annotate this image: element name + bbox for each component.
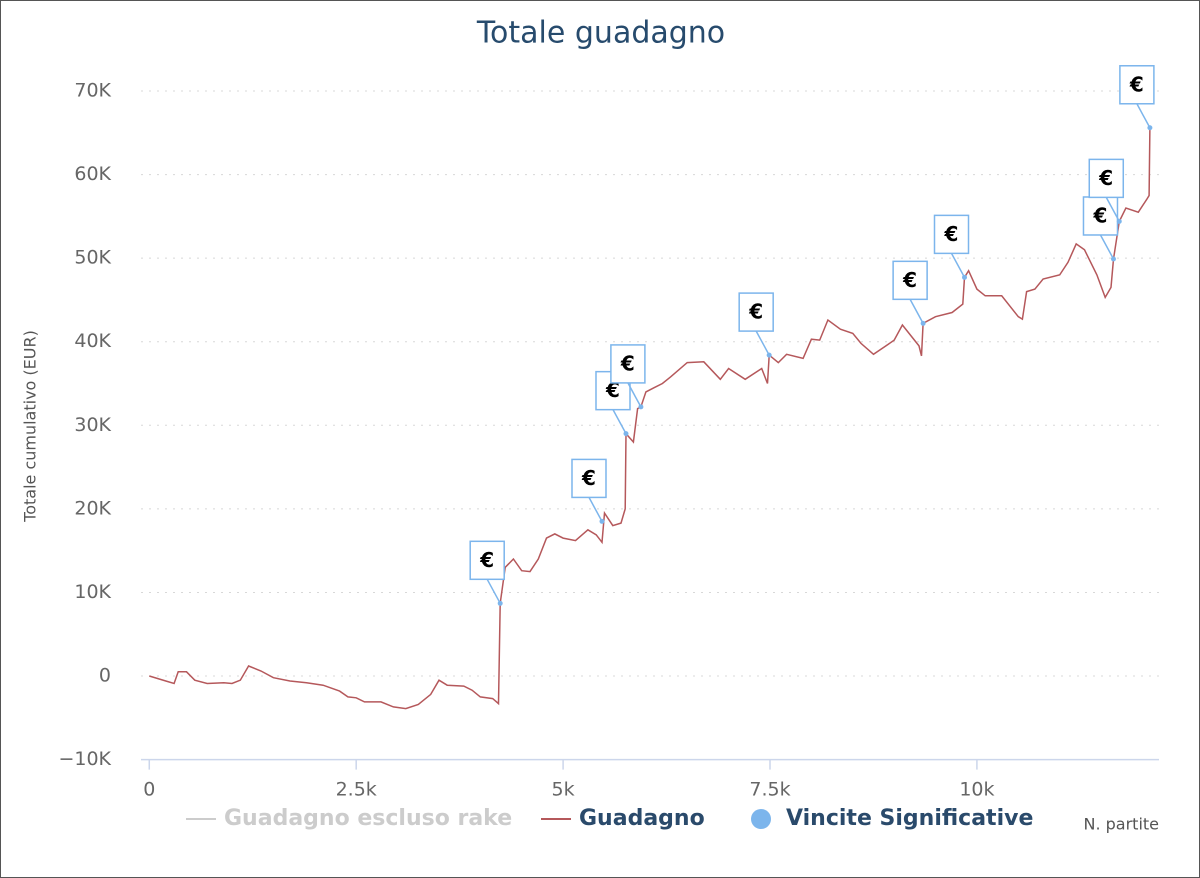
point (497, 600, 503, 606)
flag-label: € (748, 300, 763, 324)
x-tick-label: 10k (959, 779, 994, 801)
y-tick-label: 0 (99, 665, 111, 687)
flag-label: € (479, 548, 494, 572)
flag: € (933, 214, 970, 280)
flag-box (1088, 158, 1125, 199)
flag: € (738, 292, 774, 358)
flag-box (933, 214, 970, 255)
x-tick-label: 7.5k (749, 779, 790, 801)
y-axis-title: Totale cumulativo (EUR) (21, 330, 40, 523)
flag-connector (612, 409, 627, 435)
point (638, 404, 644, 410)
flag: € (1088, 158, 1125, 224)
y-tick-label: 60K (74, 163, 111, 185)
point (1110, 256, 1116, 262)
flag-label: € (1098, 166, 1113, 190)
flag-box (610, 344, 646, 384)
flag: € (571, 458, 607, 524)
flag-box (469, 540, 505, 581)
flag-label: € (605, 378, 620, 402)
flag-box (1082, 196, 1119, 236)
flag-connector (909, 298, 924, 324)
flag: € (1119, 65, 1155, 131)
flag: € (892, 260, 928, 326)
y-tick-label: 40K (74, 330, 111, 352)
y-tick-label: 70K (74, 80, 111, 102)
flag-connector (486, 578, 501, 604)
point (1147, 125, 1153, 131)
flag-box (738, 292, 774, 332)
y-tick-label: 10K (74, 581, 111, 603)
point (1116, 218, 1122, 224)
y-tick-label: 20K (74, 497, 111, 519)
point (962, 274, 968, 280)
x-tick-label: 2.5k (336, 779, 377, 801)
data-line (149, 127, 1151, 710)
flag-label: € (944, 222, 959, 246)
y-tick-label: −10K (58, 748, 111, 770)
flag-connector (627, 382, 642, 408)
flag-box (571, 458, 607, 499)
point (599, 518, 605, 524)
flag-box (892, 260, 928, 301)
flag-label: € (1093, 203, 1108, 227)
x-tick-label: 0 (143, 779, 155, 801)
point (766, 352, 772, 358)
flag: € (469, 540, 505, 606)
chart-title: Totale guadagno (476, 16, 725, 51)
flag-label: € (1129, 72, 1144, 96)
flag-label: € (902, 268, 917, 292)
point (920, 320, 926, 326)
flag-connector (950, 253, 966, 278)
flag-connector (1099, 234, 1115, 260)
flag-connector (1136, 103, 1151, 129)
flag: € (610, 344, 646, 410)
y-tick-label: 30K (74, 414, 111, 436)
y-tick-label: 50K (74, 247, 111, 269)
flag-label: € (581, 466, 596, 490)
flag: € (1082, 196, 1119, 262)
flag-connector (755, 330, 770, 356)
legend-label[interactable]: Guadagno escluso rake (224, 806, 512, 831)
x-axis-title: N. partite (1083, 815, 1159, 834)
flag-connector (1105, 197, 1120, 222)
flag-connector (588, 497, 603, 522)
legend-label[interactable]: Guadagno (579, 806, 705, 831)
point (623, 431, 629, 437)
x-tick-label: 5k (552, 779, 575, 801)
flag-box (1119, 65, 1155, 105)
legend-symbol (751, 809, 771, 829)
legend-label[interactable]: Vincite Significative (786, 806, 1033, 831)
flag-label: € (620, 351, 635, 375)
